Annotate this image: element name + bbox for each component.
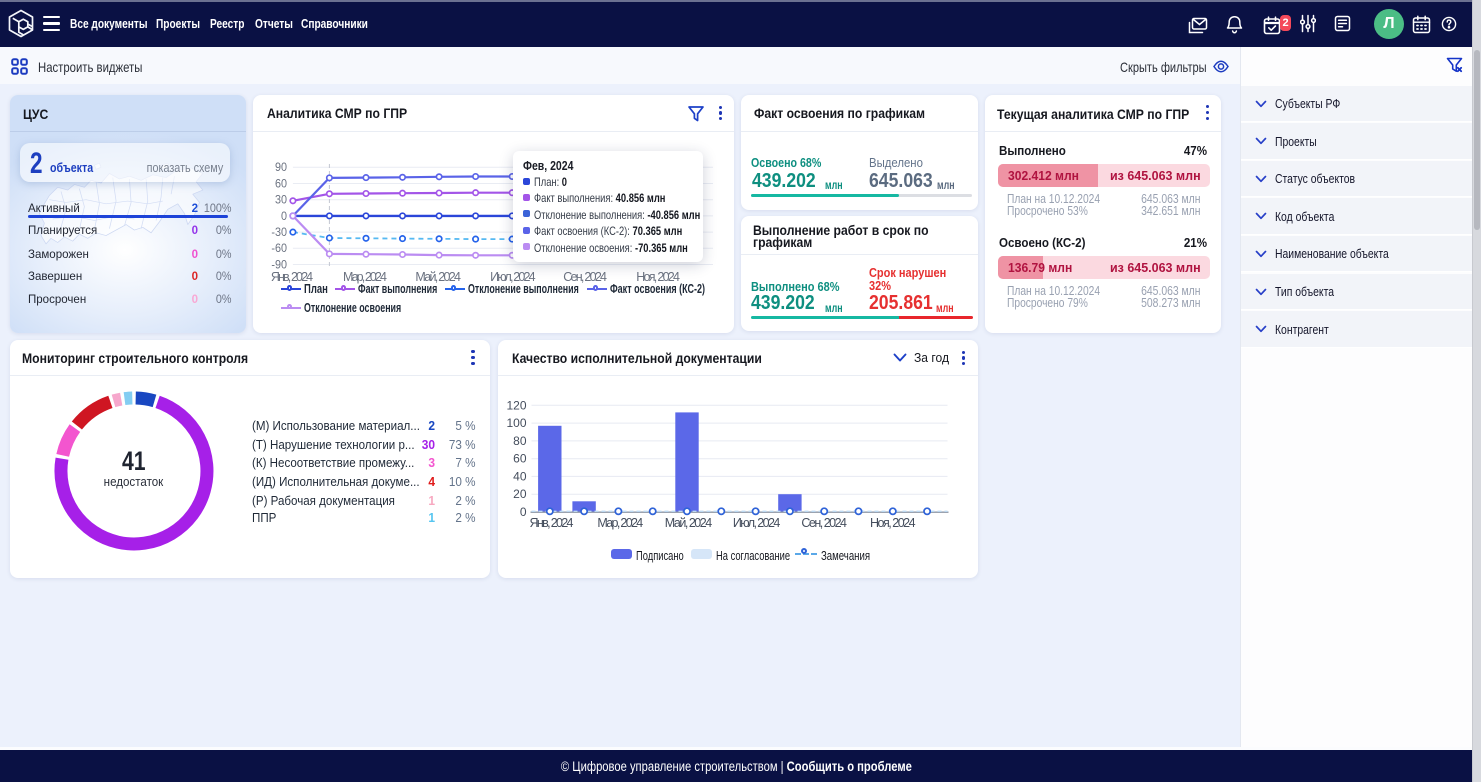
svg-text:Мар, 2024: Мар, 2024 [343, 270, 387, 284]
svg-text:40: 40 [513, 469, 527, 483]
svg-text:Июл, 2024: Июл, 2024 [732, 516, 779, 530]
svg-text:Май, 2024: Май, 2024 [415, 270, 461, 284]
svg-text:Янв, 2024: Янв, 2024 [529, 516, 573, 530]
svg-text:-30: -30 [271, 227, 287, 240]
svg-text:120: 120 [506, 398, 526, 412]
svg-text:Май, 2024: Май, 2024 [664, 516, 711, 530]
svg-text:Сен, 2024: Сен, 2024 [801, 516, 847, 530]
svg-text:Ноя, 2024: Ноя, 2024 [636, 270, 680, 284]
svg-text:20: 20 [513, 487, 527, 501]
svg-text:Июл, 2024: Июл, 2024 [490, 270, 536, 284]
svg-text:90: 90 [275, 162, 287, 175]
svg-text:-90: -90 [271, 259, 287, 272]
svg-text:Янв, 2024: Янв, 2024 [271, 270, 313, 284]
svg-text:-60: -60 [271, 243, 287, 256]
svg-text:80: 80 [513, 434, 527, 448]
svg-text:60: 60 [275, 178, 287, 191]
svg-text:Сен, 2024: Сен, 2024 [563, 270, 607, 284]
svg-text:60: 60 [513, 452, 527, 466]
svg-text:30: 30 [275, 194, 287, 207]
svg-text:0: 0 [519, 505, 526, 519]
svg-text:Мар, 2024: Мар, 2024 [597, 516, 643, 530]
svg-text:0: 0 [281, 210, 287, 223]
svg-text:Ноя, 2024: Ноя, 2024 [870, 516, 916, 530]
svg-text:100: 100 [506, 416, 526, 430]
